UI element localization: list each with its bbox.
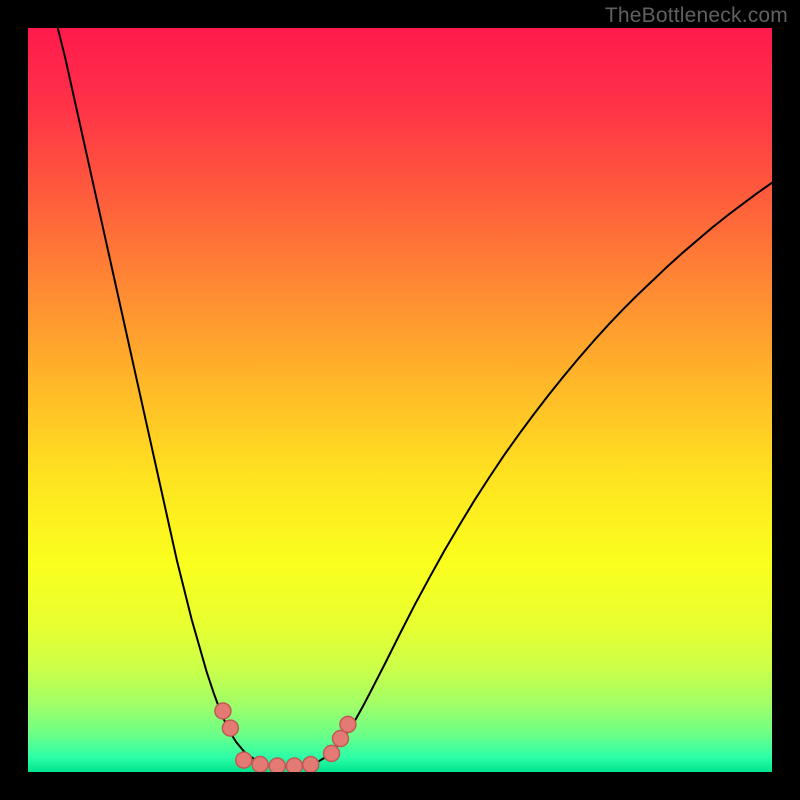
chart-svg — [28, 28, 772, 772]
marker-point — [303, 757, 319, 772]
marker-point — [236, 752, 252, 768]
watermark-text: TheBottleneck.com — [605, 4, 788, 28]
marker-point — [340, 716, 356, 732]
outer-frame: TheBottleneck.com — [0, 0, 800, 800]
plot-area — [28, 28, 772, 772]
curve-left_curve — [58, 28, 289, 767]
marker-point — [286, 758, 302, 772]
marker-point — [222, 720, 238, 736]
marker-point — [215, 703, 231, 719]
curve-right_curve — [288, 183, 772, 767]
marker-point — [252, 757, 268, 772]
marker-point — [269, 758, 285, 772]
marker-point — [324, 745, 340, 761]
